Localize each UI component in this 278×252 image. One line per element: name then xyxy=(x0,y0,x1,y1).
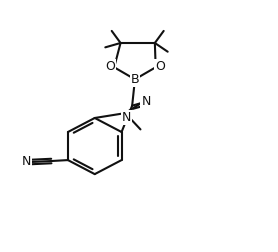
Text: B: B xyxy=(131,73,139,86)
Text: N: N xyxy=(22,155,31,168)
Text: O: O xyxy=(105,60,115,73)
Text: O: O xyxy=(155,60,165,73)
Text: N: N xyxy=(122,111,131,124)
Text: N: N xyxy=(142,95,151,108)
